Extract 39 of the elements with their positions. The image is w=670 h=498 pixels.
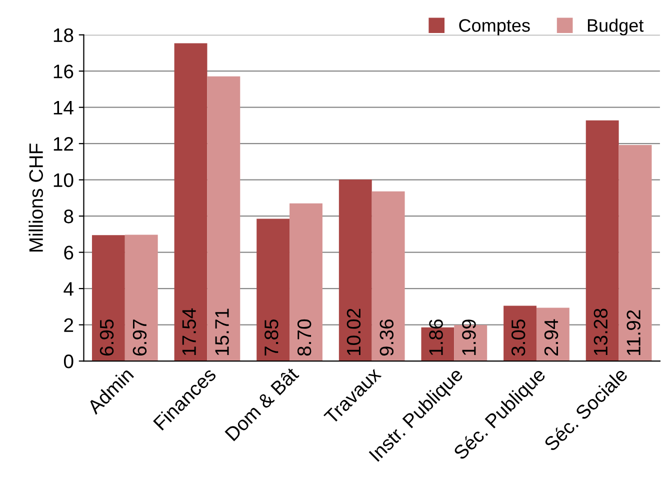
y-tick-label: 2 [64,318,74,332]
bar [504,306,536,362]
data-label: 10.02 [346,308,361,356]
data-label: 6.95 [100,319,114,356]
data-label: 17.54 [182,308,196,356]
y-tick-label: 0 [64,354,74,368]
bar [256,218,290,362]
y-tick-label: 14 [54,101,74,114]
legend-label: Comptes [459,19,530,36]
bar [207,76,240,362]
data-label: 8.70 [297,319,312,356]
y-tick-label: 18 [54,28,74,42]
data-label: 15.71 [215,308,229,356]
data-label: 1.86 [429,320,443,356]
bar [290,203,322,362]
y-tick-label: 12 [54,137,74,151]
data-label: 3.05 [511,319,526,356]
bar [586,120,619,362]
bar [124,234,158,362]
bar [372,191,405,362]
bar [92,235,125,362]
y-tick-label: 6 [64,246,74,260]
data-label: 9.36 [380,320,394,356]
y-tick-label: 16 [54,64,74,78]
bar [174,43,208,362]
y-tick-label: 10 [54,173,74,188]
y-tick-label: 8 [64,210,74,224]
bar [338,179,372,362]
data-label: 7.85 [264,319,278,356]
data-label: 1.99 [462,320,476,356]
bar [536,308,570,362]
legend-label: Budget [588,18,644,36]
data-label: 2.94 [544,319,558,356]
data-label: 6.97 [132,320,147,356]
data-label: 11.92 [626,310,640,356]
data-label: 13.28 [594,308,608,356]
bar [618,145,652,362]
y-axis-title: Millions CHF [28,144,44,252]
y-tick-label: 4 [64,282,74,296]
